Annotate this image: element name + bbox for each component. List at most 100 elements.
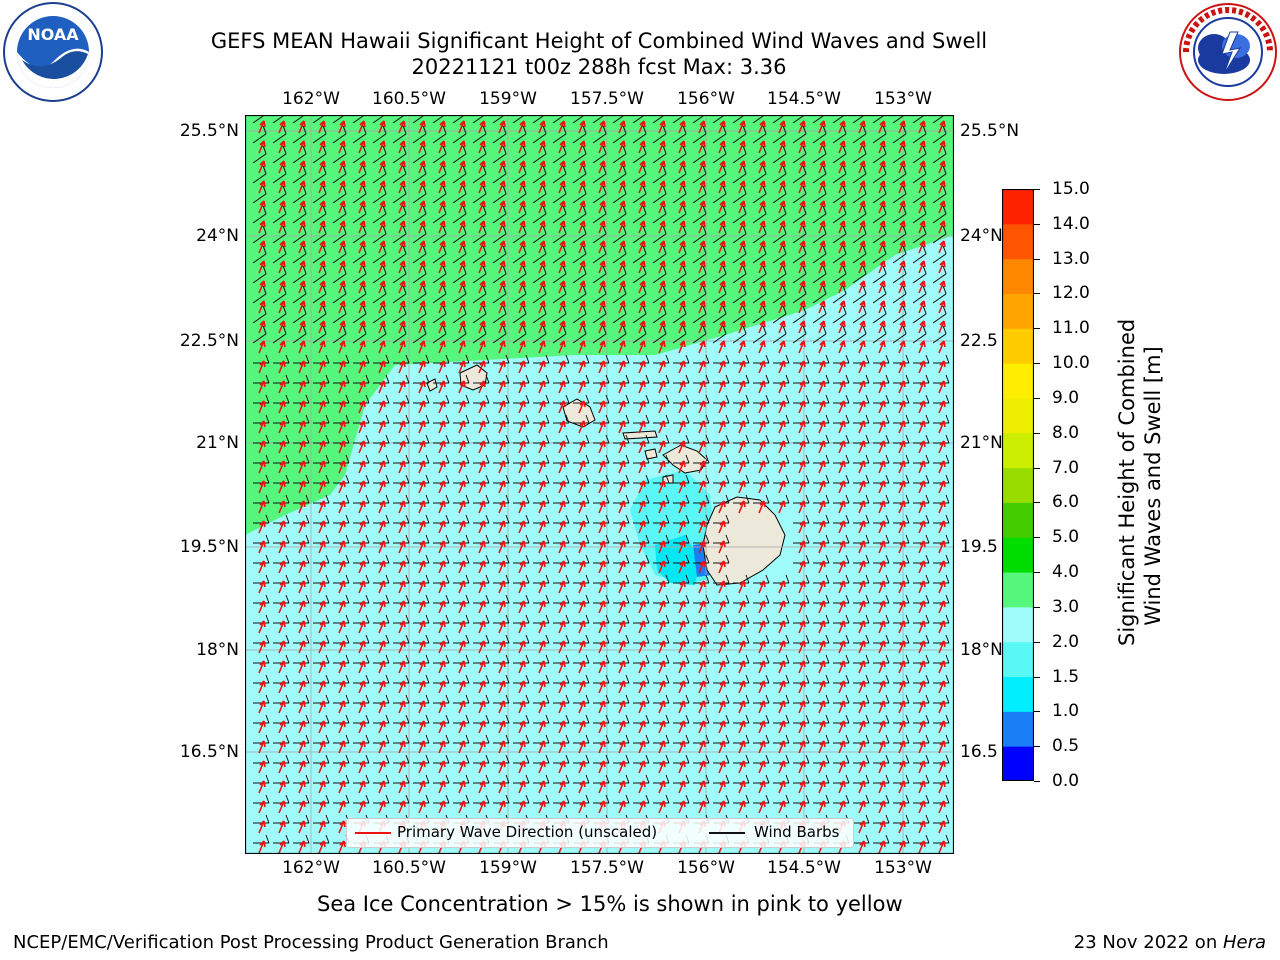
wind-barb bbox=[412, 325, 427, 344]
wave-direction-arrow bbox=[278, 360, 286, 374]
wind-barb bbox=[852, 145, 867, 164]
wave-direction-arrow bbox=[318, 300, 326, 314]
wave-direction-arrow bbox=[498, 280, 506, 294]
wind-barb bbox=[532, 245, 547, 264]
wave-direction-arrow bbox=[658, 180, 666, 194]
wave-direction-arrow bbox=[518, 500, 526, 514]
wind-barb bbox=[352, 305, 367, 324]
wind-barb bbox=[492, 145, 507, 164]
wind-barb bbox=[272, 185, 287, 204]
wave-direction-arrow bbox=[318, 420, 326, 434]
wave-direction-arrow bbox=[738, 240, 746, 254]
wave-direction-arrow bbox=[578, 440, 586, 454]
wave-direction-arrow bbox=[358, 480, 366, 494]
wave-direction-arrow bbox=[638, 140, 646, 154]
wave-direction-arrow bbox=[638, 340, 646, 354]
wave-direction-arrow bbox=[778, 460, 786, 474]
lat-tick: 18°N bbox=[960, 640, 1003, 660]
wave-direction-arrow bbox=[338, 240, 346, 254]
wave-direction-arrow bbox=[358, 140, 366, 154]
wave-direction-arrow bbox=[818, 120, 826, 134]
wave-direction-arrow bbox=[898, 120, 906, 134]
wave-direction-arrow bbox=[758, 500, 766, 514]
wave-direction-arrow bbox=[898, 340, 906, 354]
wave-direction-arrow bbox=[298, 240, 306, 254]
wave-direction-arrow bbox=[358, 500, 366, 514]
wind-barb bbox=[932, 165, 947, 184]
wave-direction-arrow bbox=[518, 280, 526, 294]
wind-barb bbox=[632, 265, 647, 284]
wave-direction-arrow bbox=[618, 360, 626, 374]
wave-direction-arrow bbox=[838, 180, 846, 194]
wave-direction-arrow bbox=[878, 240, 886, 254]
wind-barb bbox=[792, 165, 807, 184]
wave-direction-arrow bbox=[698, 160, 706, 174]
wave-direction-arrow bbox=[258, 280, 266, 294]
wave-direction-arrow bbox=[658, 160, 666, 174]
wave-direction-arrow bbox=[558, 160, 566, 174]
colorbar-tick bbox=[1034, 223, 1040, 225]
wave-direction-arrow bbox=[498, 320, 506, 334]
wave-direction-arrow bbox=[478, 180, 486, 194]
wave-direction-arrow bbox=[438, 480, 446, 494]
wind-barb bbox=[272, 265, 287, 284]
wave-direction-arrow bbox=[938, 460, 946, 474]
nws-logo bbox=[1179, 3, 1277, 101]
wave-direction-arrow bbox=[778, 400, 786, 414]
wind-barb bbox=[312, 185, 327, 204]
wind-barb bbox=[432, 125, 447, 144]
wind-barb bbox=[492, 165, 507, 184]
wind-barb bbox=[732, 225, 747, 244]
wave-direction-arrow bbox=[798, 340, 806, 354]
wind-barb bbox=[832, 265, 847, 284]
wave-direction-arrow bbox=[898, 160, 906, 174]
wave-direction-arrow bbox=[338, 460, 346, 474]
wind-barb bbox=[872, 125, 887, 144]
wave-direction-arrow bbox=[778, 120, 786, 134]
wind-barb bbox=[332, 205, 347, 224]
wind-barb bbox=[912, 225, 927, 244]
wind-barb bbox=[272, 305, 287, 324]
wind-barb bbox=[432, 285, 447, 304]
colorbar-tick bbox=[1034, 328, 1040, 330]
wave-direction-arrow bbox=[458, 260, 466, 274]
wind-barb bbox=[892, 265, 907, 284]
wave-direction-arrow bbox=[678, 180, 686, 194]
wind-barb bbox=[852, 185, 867, 204]
wave-direction-arrow bbox=[438, 500, 446, 514]
wind-barb bbox=[552, 245, 567, 264]
colorbar-tick bbox=[1034, 676, 1040, 678]
wind-barb bbox=[252, 205, 267, 224]
wave-direction-arrow bbox=[338, 420, 346, 434]
wave-direction-arrow bbox=[538, 500, 546, 514]
wave-direction-arrow bbox=[718, 280, 726, 294]
wave-direction-arrow bbox=[458, 200, 466, 214]
wind-barb bbox=[352, 125, 367, 144]
wave-direction-arrow bbox=[658, 120, 666, 134]
wave-direction-arrow bbox=[578, 140, 586, 154]
wind-barb bbox=[672, 305, 687, 324]
wind-barb bbox=[752, 185, 767, 204]
wave-direction-arrow bbox=[738, 420, 746, 434]
wind-barb bbox=[532, 225, 547, 244]
wind-barb bbox=[792, 265, 807, 284]
lat-tick: 21°N bbox=[960, 433, 1003, 453]
wave-direction-arrow bbox=[798, 140, 806, 154]
wave-direction-arrow bbox=[578, 420, 586, 434]
wave-direction-arrow bbox=[938, 160, 946, 174]
wave-direction-arrow bbox=[678, 500, 686, 514]
wave-direction-arrow bbox=[278, 120, 286, 134]
wave-direction-arrow bbox=[458, 280, 466, 294]
wave-direction-arrow bbox=[518, 340, 526, 354]
lon-tick: 157.5°W bbox=[570, 89, 644, 109]
wave-direction-arrow bbox=[618, 200, 626, 214]
wave-direction-arrow bbox=[738, 180, 746, 194]
wind-barb bbox=[372, 305, 387, 324]
wave-direction-arrow bbox=[798, 160, 806, 174]
wind-barb bbox=[392, 145, 407, 164]
wave-direction-arrow bbox=[698, 340, 706, 354]
wave-direction-arrow bbox=[498, 480, 506, 494]
wave-direction-arrow bbox=[838, 420, 846, 434]
lon-tick: 154.5°W bbox=[767, 89, 841, 109]
wave-direction-arrow bbox=[918, 160, 926, 174]
